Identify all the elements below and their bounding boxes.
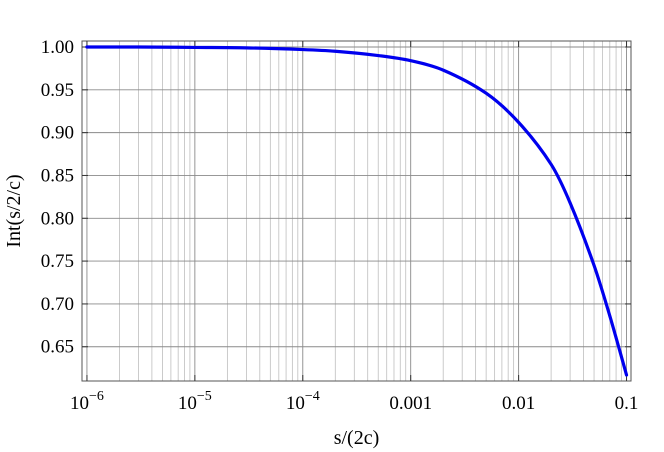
y-axis-title: Int(s/2/c) bbox=[3, 174, 25, 247]
x-tick-labels: 10−6 10−5 10−4 0.001 0.01 0.1 bbox=[70, 389, 638, 414]
x-tick-label-base: 10 bbox=[70, 393, 89, 414]
x-tick-label: 0.001 bbox=[389, 393, 432, 414]
x-tick-label: 10−4 bbox=[286, 389, 320, 414]
y-tick-label: 0.85 bbox=[41, 165, 74, 186]
y-tick-label: 0.95 bbox=[41, 80, 74, 101]
x-tick-label-base: 10 bbox=[286, 393, 305, 414]
y-tick-label: 0.65 bbox=[41, 337, 74, 358]
x-tick-label: 10−6 bbox=[70, 389, 104, 414]
x-tick-label: 0.1 bbox=[615, 393, 639, 414]
x-axis-title: s/(2c) bbox=[334, 427, 380, 449]
x-tick-label-base: 10 bbox=[178, 393, 197, 414]
plot-frame bbox=[81, 40, 632, 382]
y-tick-label: 0.70 bbox=[41, 294, 74, 315]
axis-ticks bbox=[82, 41, 631, 381]
y-tick-label: 0.90 bbox=[41, 123, 74, 144]
x-tick-label-exponent: −6 bbox=[89, 389, 104, 404]
x-tick-label-exponent: −4 bbox=[305, 389, 320, 404]
y-tick-label: 0.75 bbox=[41, 251, 74, 272]
y-tick-label: 1.00 bbox=[41, 37, 74, 58]
x-tick-label: 10−5 bbox=[178, 389, 212, 414]
x-tick-label-exponent: −5 bbox=[197, 389, 212, 404]
y-tick-labels: 0.65 0.70 0.75 0.80 0.85 0.90 0.95 1.00 bbox=[41, 37, 74, 358]
series-layer bbox=[85, 45, 629, 377]
series-line bbox=[85, 45, 629, 377]
x-tick-label: 0.01 bbox=[502, 393, 535, 414]
y-tick-label: 0.80 bbox=[41, 208, 74, 229]
grid-lines bbox=[82, 41, 631, 381]
